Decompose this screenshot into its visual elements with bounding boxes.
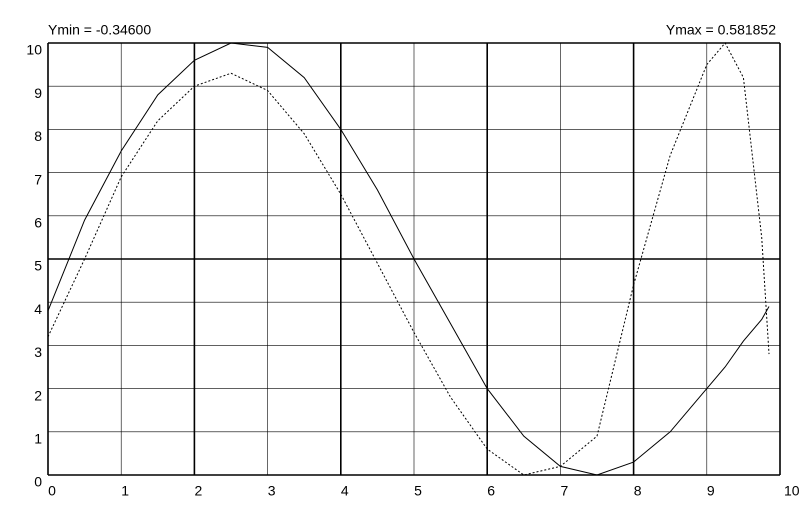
x-tick-label: 4: [341, 483, 349, 499]
y-tick-label: 9: [34, 85, 42, 101]
x-tick-label: 3: [268, 483, 276, 499]
x-tick-label: 8: [634, 483, 642, 499]
ymin-annotation: Ymin = -0.34600: [48, 22, 151, 38]
ymax-annotation: Ymax = 0.581852: [666, 22, 776, 38]
y-tick-label: 5: [34, 258, 42, 274]
x-tick-label: 0: [48, 483, 56, 499]
y-tick-label: 7: [34, 171, 42, 187]
x-tick-label: 6: [487, 483, 495, 499]
y-tick-label: 2: [34, 387, 42, 403]
y-tick-label: 10: [26, 42, 42, 58]
y-tick-label: 8: [34, 128, 42, 144]
y-tick-label: 4: [34, 301, 42, 317]
series-line: [47, 42, 770, 476]
series-line: [47, 42, 770, 476]
y-tick-label: 6: [34, 215, 42, 231]
y-tick-label: 3: [34, 344, 42, 360]
x-tick-label: 10: [784, 483, 800, 499]
x-tick-label: 1: [121, 483, 129, 499]
y-tick-label: 1: [34, 431, 42, 447]
x-tick-label: 2: [195, 483, 203, 499]
x-tick-label: 7: [561, 483, 569, 499]
y-tick-label: 0: [34, 474, 42, 490]
x-tick-label: 5: [414, 483, 422, 499]
x-tick-label: 9: [707, 483, 715, 499]
